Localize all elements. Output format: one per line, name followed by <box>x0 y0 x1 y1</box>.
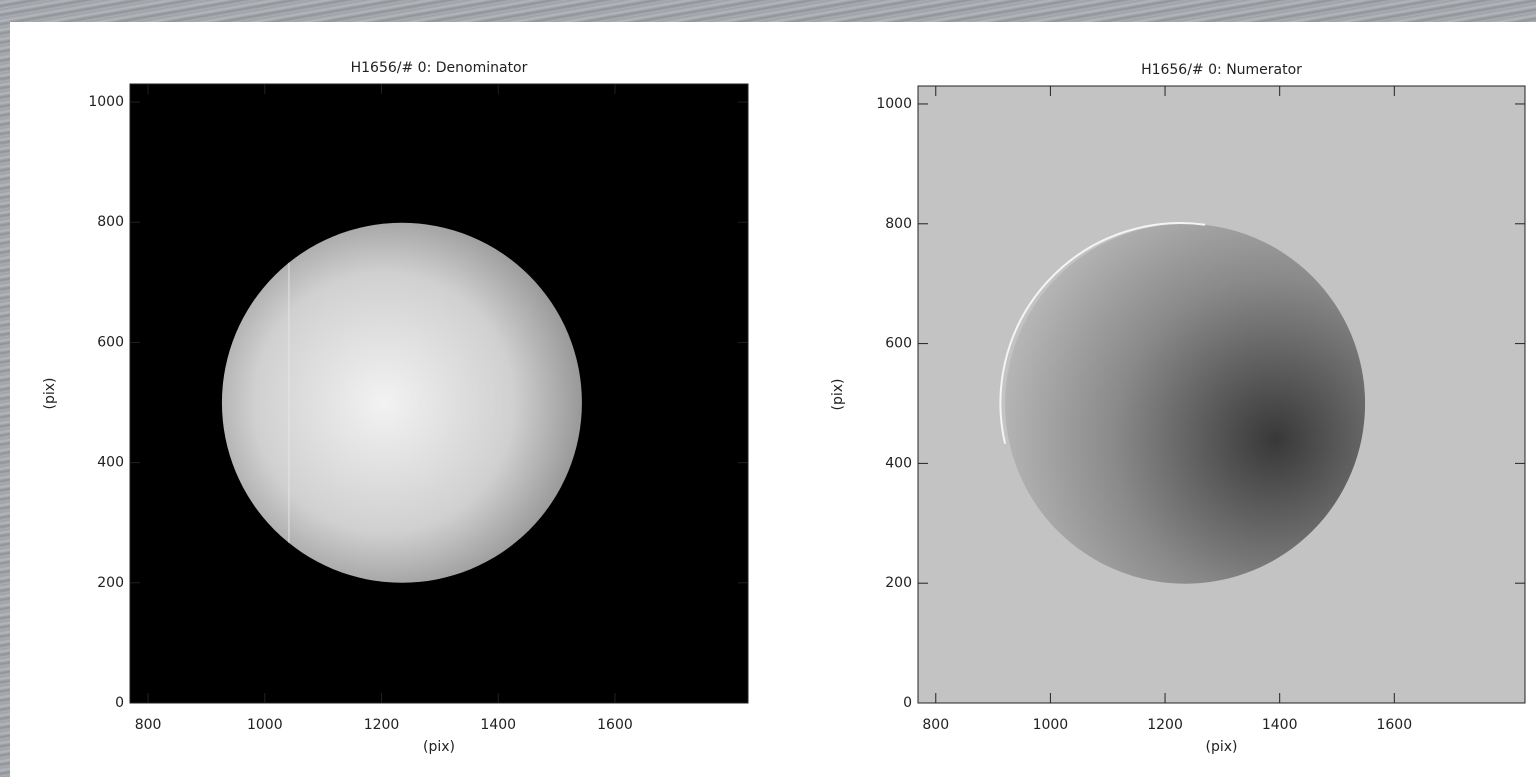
x-axis-label: (pix) <box>423 739 455 755</box>
y-axis-label: (pix) <box>830 379 846 411</box>
x-tick-label: 1000 <box>1033 717 1069 733</box>
x-tick-label: 1400 <box>480 717 516 733</box>
y-tick-label: 1000 <box>88 94 124 110</box>
y-tick-label: 800 <box>97 214 124 230</box>
x-tick-label: 1200 <box>364 717 400 733</box>
y-tick-label: 600 <box>97 334 124 350</box>
plot-title: H1656/# 0: Numerator <box>1141 62 1302 78</box>
y-tick-label: 0 <box>115 695 124 711</box>
y-tick-label: 800 <box>885 216 912 232</box>
x-tick-label: 800 <box>135 717 162 733</box>
solar-disk <box>1005 223 1366 584</box>
x-tick-label: 1600 <box>597 717 633 733</box>
x-tick-label: 1000 <box>247 717 283 733</box>
disk-rim <box>999 222 1206 444</box>
y-tick-label: 200 <box>885 575 912 591</box>
solar-disk <box>221 222 582 583</box>
y-axis-label: (pix) <box>42 378 58 410</box>
x-tick-label: 1200 <box>1147 717 1183 733</box>
plot-title: H1656/# 0: Denominator <box>351 60 528 76</box>
y-tick-label: 0 <box>903 695 912 711</box>
plot-frame <box>917 85 1526 704</box>
y-tick-label: 600 <box>885 336 912 352</box>
x-tick-label: 800 <box>922 717 949 733</box>
x-tick-label: 1600 <box>1376 717 1412 733</box>
y-tick-label: 1000 <box>876 96 912 112</box>
y-tick-label: 200 <box>97 575 124 591</box>
y-tick-label: 400 <box>885 455 912 471</box>
plot-frame <box>129 83 749 704</box>
x-tick-label: 1400 <box>1262 717 1298 733</box>
y-tick-label: 400 <box>97 455 124 471</box>
x-axis-label: (pix) <box>1206 739 1238 755</box>
